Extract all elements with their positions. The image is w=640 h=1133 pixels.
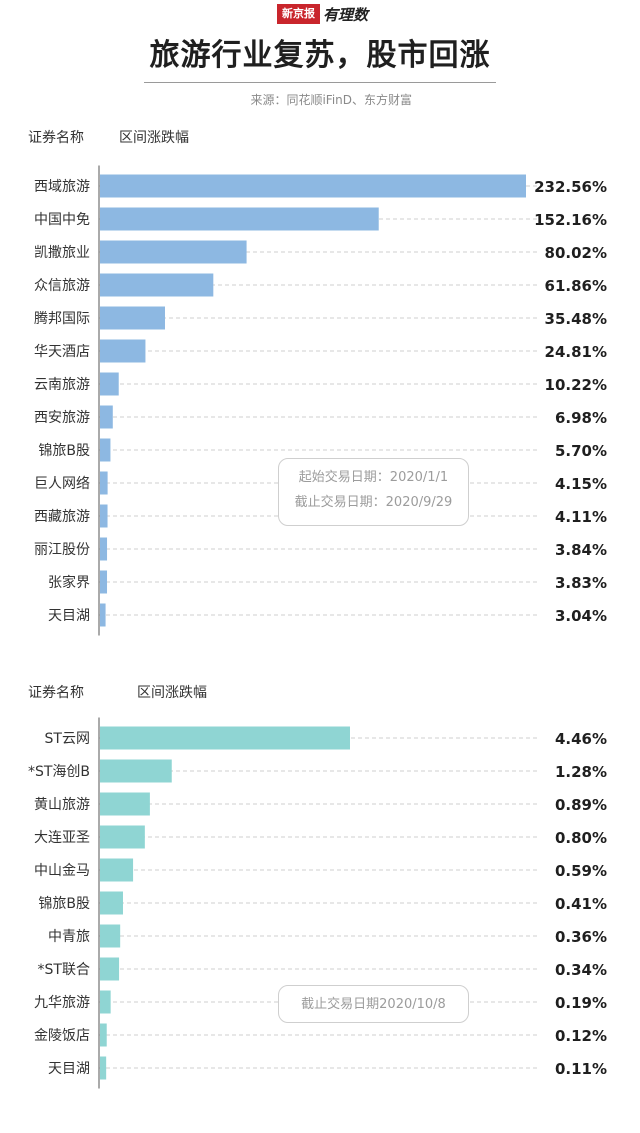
value-label: 4.46% — [555, 730, 607, 748]
value-label: 0.59% — [555, 862, 607, 880]
annotation-end-date-2: 截止交易日期2020/10/8 — [301, 997, 446, 1012]
value-label: 0.41% — [555, 895, 607, 913]
bar — [100, 174, 526, 198]
category-label: 腾邦国际 — [34, 310, 90, 327]
bar — [100, 858, 134, 882]
bar — [100, 471, 108, 495]
source-note: 来源：同花顺iFinD、东方财富 — [250, 93, 412, 107]
value-label: 1.28% — [555, 763, 607, 781]
annotation-start-date: 起始交易日期：2020/1/1 — [298, 470, 449, 485]
category-label: 天目湖 — [48, 608, 90, 624]
bar — [100, 438, 111, 462]
logo-badge: 新京报 — [277, 4, 320, 24]
value-label: 35.48% — [545, 310, 607, 328]
end-date-annotation: 截止交易日期2020/10/8 — [278, 985, 469, 1023]
annotation-end-date: 截止交易日期：2020/9/29 — [294, 495, 453, 510]
bar — [100, 603, 106, 627]
bar — [100, 273, 214, 297]
brand-logo: 新京报 有理数 — [277, 4, 368, 24]
category-label: 华天酒店 — [34, 344, 90, 360]
bar — [100, 759, 172, 783]
title-divider — [144, 82, 496, 83]
value-label: 3.84% — [555, 541, 607, 559]
bar — [100, 537, 108, 561]
bar — [100, 207, 379, 231]
category-label: 巨人网络 — [34, 476, 90, 492]
bar — [100, 792, 150, 816]
category-label: 张家界 — [48, 574, 90, 591]
value-label: 10.22% — [545, 376, 607, 394]
category-label: 众信旅游 — [34, 278, 90, 294]
bar — [100, 372, 119, 396]
bar — [100, 825, 145, 849]
value-label: 0.34% — [555, 961, 607, 979]
category-label: 中国中免 — [34, 212, 90, 228]
value-label: 0.11% — [555, 1060, 607, 1078]
category-label: 中山金马 — [34, 863, 90, 879]
category-label: 大连亚圣 — [34, 830, 90, 846]
value-label: 80.02% — [545, 244, 607, 262]
category-label: 天目湖 — [48, 1061, 90, 1077]
bar — [100, 405, 113, 429]
category-label: 中青旅 — [48, 929, 90, 945]
category-label: 黄山旅游 — [34, 796, 90, 813]
category-label: *ST海创B — [28, 764, 90, 780]
bar — [100, 1056, 107, 1080]
chart-second-list: 证券名称 区间涨跌幅 ST云网 4.46% *ST海创B 1.28% 黄山旅游 0.89% 大连… — [28, 685, 607, 1089]
value-label: 24.81% — [545, 343, 607, 361]
value-label: 0.89% — [555, 796, 607, 814]
bar — [100, 924, 121, 948]
value-label: 0.12% — [555, 1027, 607, 1045]
col-header-value: 区间涨跌幅 — [137, 685, 207, 701]
bar — [100, 1023, 107, 1047]
value-label: 0.19% — [555, 994, 607, 1012]
category-label: ST云网 — [45, 731, 90, 747]
value-label: 5.70% — [555, 442, 607, 460]
value-label: 3.83% — [555, 574, 607, 592]
bar — [100, 306, 165, 330]
category-label: 锦旅B股 — [38, 895, 90, 912]
bar — [100, 570, 108, 594]
logo-wordmark: 有理数 — [323, 5, 369, 24]
col-header-value: 区间涨跌幅 — [119, 130, 189, 146]
category-label: 金陵饭店 — [34, 1028, 90, 1044]
value-label: 0.80% — [555, 829, 607, 847]
category-label: 九华旅游 — [34, 995, 90, 1011]
bar — [100, 957, 120, 981]
date-range-annotation: 起始交易日期：2020/1/1 截止交易日期：2020/9/29 — [278, 458, 469, 526]
value-label: 4.15% — [555, 475, 607, 493]
bar — [100, 726, 350, 750]
category-label: 西藏旅游 — [34, 509, 90, 525]
value-label: 3.04% — [555, 607, 607, 625]
value-label: 61.86% — [545, 277, 607, 295]
value-label: 152.16% — [534, 211, 607, 229]
category-label: *ST联合 — [38, 962, 90, 978]
bar — [100, 504, 108, 528]
category-label: 西安旅游 — [34, 410, 90, 426]
category-label: 锦旅B股 — [38, 442, 90, 459]
category-label: 云南旅游 — [34, 377, 90, 393]
bar — [100, 240, 247, 264]
bar — [100, 891, 123, 915]
value-label: 4.11% — [555, 508, 607, 526]
category-label: 丽江股份 — [34, 542, 90, 558]
category-label: 西域旅游 — [34, 179, 90, 195]
category-label: 凯撒旅业 — [34, 245, 90, 261]
bar — [100, 990, 111, 1014]
page-title: 旅游行业复苏，股市回涨 — [149, 38, 491, 73]
value-label: 0.36% — [555, 928, 607, 946]
col-header-name: 证券名称 — [28, 685, 84, 701]
value-label: 6.98% — [555, 409, 607, 427]
bar — [100, 339, 146, 363]
value-label: 232.56% — [534, 178, 607, 196]
col-header-name: 证券名称 — [28, 130, 84, 146]
